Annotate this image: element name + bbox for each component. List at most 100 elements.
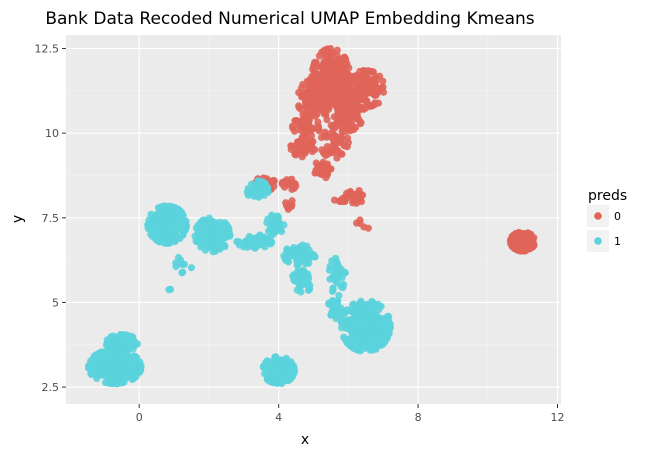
legend-entry-label: 0 [614,210,621,223]
data-point [125,337,133,345]
data-point [322,108,330,116]
data-point [292,151,300,159]
data-point [325,52,333,60]
data-point [372,88,380,97]
data-point [178,269,186,277]
data-point [179,211,187,220]
data-point [209,230,217,238]
data-point [278,179,286,187]
series-0-points [251,44,538,255]
data-point [164,215,172,223]
y-tick-label: 2.5 [42,381,60,394]
data-point [319,98,328,106]
data-point [288,201,296,209]
data-point [284,365,292,373]
legend-key-marker [594,212,602,220]
data-point [356,330,364,338]
data-point [355,78,363,87]
data-point [356,299,364,307]
data-point [341,193,349,201]
data-point [311,58,319,66]
data-point [326,275,334,283]
data-point [385,327,393,335]
data-point [152,221,160,230]
data-point [165,286,173,294]
data-point [317,78,325,86]
data-point [370,101,379,109]
data-point [201,238,210,246]
x-axis-title: x [301,432,309,448]
data-point [105,379,113,387]
data-point [106,366,115,374]
data-point [343,338,351,346]
data-point [265,366,273,374]
data-point [268,211,276,219]
data-point [113,380,121,388]
data-point [235,238,243,246]
data-point [508,233,516,241]
data-point [314,122,323,131]
data-point [302,101,310,109]
data-point [300,148,309,156]
data-point [172,259,180,267]
x-axis-ticks: 0 4 8 12 [136,404,565,424]
data-point [362,81,370,89]
data-point [194,221,202,229]
data-point [164,223,172,231]
data-point [327,311,336,319]
data-point [266,240,275,248]
data-point [323,146,331,154]
data-point [340,269,348,277]
data-point [331,100,340,108]
data-point [281,254,289,262]
data-point [355,106,363,115]
data-point [337,64,345,73]
data-point [112,374,120,382]
legend-key-marker [594,237,602,245]
data-point [215,232,223,240]
data-point [290,184,298,192]
data-point [270,221,279,229]
data-point [356,216,364,224]
data-point [319,63,328,71]
data-point [160,239,168,247]
data-point [277,371,285,379]
data-point [244,184,252,193]
data-point [354,346,362,354]
data-point [379,88,388,96]
data-point [263,357,271,365]
data-point [156,214,164,222]
data-point [223,222,232,230]
data-point [321,165,329,174]
data-point [133,340,141,348]
data-point [245,241,253,249]
data-point [85,364,93,372]
data-point [212,240,220,248]
x-tick-label: 4 [275,411,282,424]
data-point [357,192,365,200]
data-point [353,85,361,93]
data-point [343,134,352,142]
data-point [363,303,371,311]
data-point [152,233,160,241]
data-point [173,216,181,224]
data-point [339,284,347,292]
data-point [328,297,336,305]
data-point [308,110,317,118]
data-point [519,236,527,245]
data-point [338,119,346,127]
data-point [297,84,306,92]
y-tick-label: 5 [52,296,59,309]
data-point [207,217,216,226]
data-point [136,366,144,374]
data-point [303,109,311,118]
data-point [197,230,205,238]
data-point [304,83,313,91]
data-point [93,353,101,361]
data-point [291,117,300,125]
data-point [526,240,534,248]
data-point [180,227,188,235]
data-point [271,354,279,362]
data-point [337,319,346,327]
